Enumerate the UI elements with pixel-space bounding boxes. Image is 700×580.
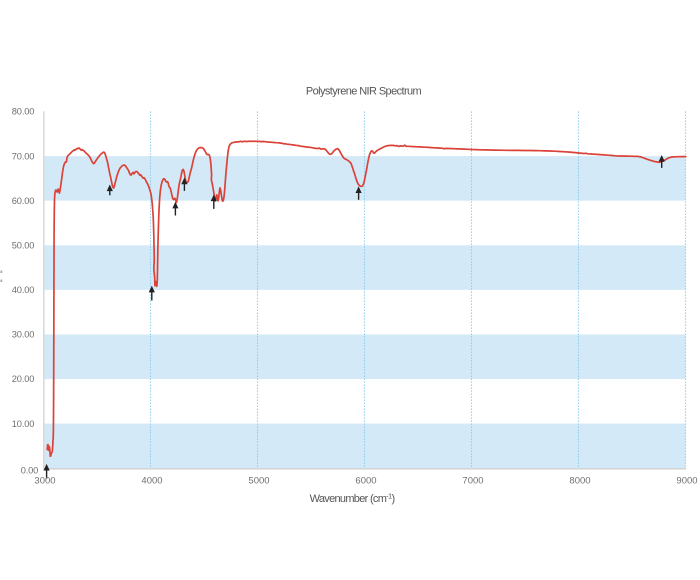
svg-text:8000: 8000 — [569, 476, 590, 487]
svg-text:0.00: 0.00 — [21, 465, 39, 475]
svg-text:20.00: 20.00 — [12, 374, 35, 384]
svg-text:40.00: 40.00 — [12, 285, 35, 295]
svg-text:30.00: 30.00 — [12, 330, 35, 340]
svg-text:5000: 5000 — [248, 476, 269, 487]
svg-text:80.00: 80.00 — [12, 107, 35, 117]
svg-text:4000: 4000 — [141, 476, 162, 487]
svg-text:50.00: 50.00 — [12, 241, 35, 251]
svg-text:10.00: 10.00 — [12, 419, 35, 429]
svg-text:3000: 3000 — [34, 476, 55, 487]
svg-text:Wavenumber (cm-1): Wavenumber (cm-1) — [310, 491, 395, 505]
svg-text:Polystyrene NIR Spectrum: Polystyrene NIR Spectrum — [306, 85, 422, 97]
svg-text:9000: 9000 — [676, 476, 697, 487]
svg-text:7000: 7000 — [462, 476, 483, 487]
svg-text:60.00: 60.00 — [12, 196, 35, 206]
svg-text:6000: 6000 — [355, 476, 376, 487]
svg-text:70.00: 70.00 — [12, 151, 35, 161]
